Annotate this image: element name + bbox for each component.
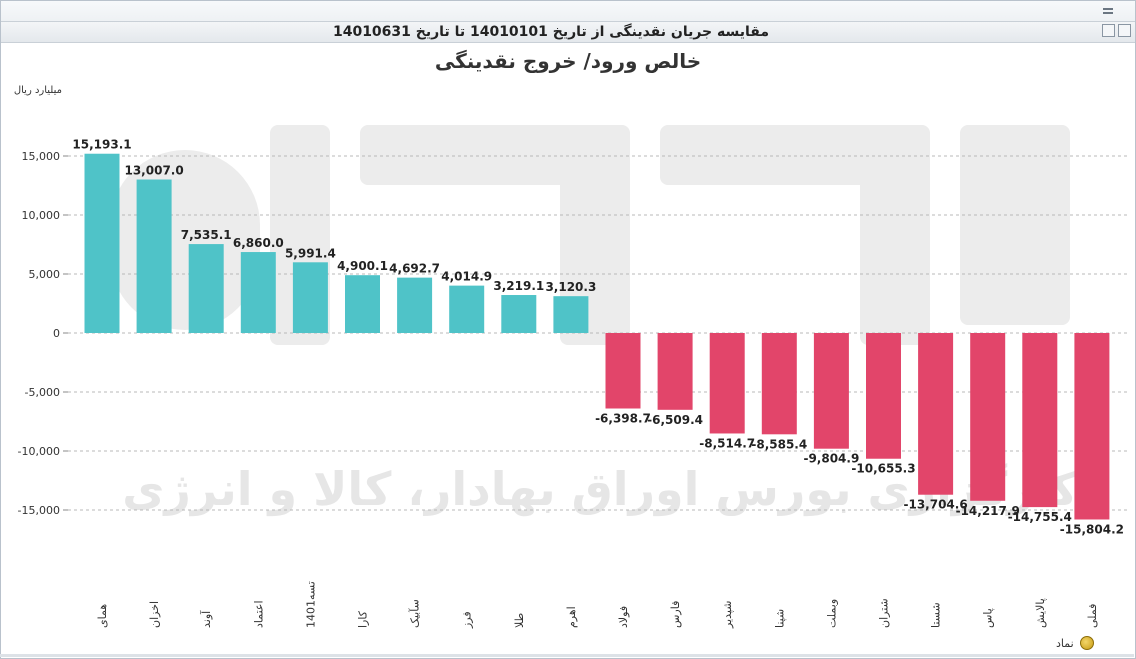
value-label: -9,804.9 [803, 452, 859, 466]
value-label: 15,193.1 [72, 138, 131, 152]
window-title: مقایسه جریان نقدینگی از تاریخ 14010101 ت… [332, 24, 770, 40]
watermark-shape-5 [860, 125, 930, 345]
x-tick-label: آوند [199, 610, 213, 628]
bar-7[interactable] [397, 277, 433, 333]
value-label: 7,535.1 [181, 228, 232, 242]
chart-title: خالص ورود/ خروج نقدینگی [435, 49, 701, 73]
bar-19[interactable] [1022, 333, 1058, 508]
x-tick-label: کارا [357, 610, 370, 628]
y-axis-unit: میلیارد ریال [14, 85, 62, 96]
x-tick-label: پالایش [1034, 598, 1047, 628]
bar-5[interactable] [292, 262, 328, 333]
value-label: 4,014.9 [441, 270, 492, 284]
value-label: -10,655.3 [851, 462, 915, 476]
value-label: 13,007.0 [124, 164, 183, 178]
bars [84, 153, 1110, 520]
value-label: -14,755.4 [1008, 510, 1072, 524]
bar-8[interactable] [449, 285, 485, 333]
bar-6[interactable] [345, 275, 380, 333]
bar-3[interactable] [188, 244, 224, 333]
value-label: 4,692.7 [389, 262, 440, 276]
bar-15[interactable] [813, 333, 849, 449]
value-label: 5,991.4 [285, 246, 336, 260]
x-tick-label: شپدیر [721, 601, 734, 629]
value-label: -6,509.4 [647, 413, 703, 427]
bar-1[interactable] [84, 153, 120, 333]
value-label: 4,900.1 [337, 259, 388, 273]
value-label: -13,704.6 [903, 498, 967, 512]
x-tick-label: شستا [930, 602, 943, 628]
x-tick-label: اخزان [148, 601, 161, 628]
y-tick-label: 15,000 [22, 150, 61, 163]
y-tick-label: -10,000 [18, 445, 60, 458]
x-tick-label: فرز [461, 611, 474, 629]
minimize-icon[interactable] [1103, 7, 1113, 17]
watermark-shape-2 [360, 125, 620, 185]
value-label: -15,804.2 [1060, 522, 1124, 536]
bar-10[interactable] [553, 296, 589, 333]
x-tick-label: سآبیک [408, 599, 422, 628]
x-tick-label: طلا [513, 612, 526, 628]
x-tick-label: همای [96, 604, 109, 628]
bar-11[interactable] [605, 333, 641, 409]
x-tick-label: تسه1401 [304, 581, 317, 628]
value-label: -6,398.7 [595, 412, 651, 426]
refresh-icon[interactable] [1079, 636, 1094, 650]
value-label: -8,585.4 [751, 437, 807, 451]
x-tick-label: فولاد [617, 606, 630, 628]
bar-9[interactable] [501, 295, 537, 333]
footer: نماد [1056, 636, 1094, 650]
bar-16[interactable] [866, 333, 901, 459]
y-tick-label: 0 [53, 327, 60, 340]
bar-12[interactable] [657, 333, 693, 410]
x-tick-label: فملی [1086, 604, 1099, 628]
scroll-strip [0, 654, 1134, 657]
value-labels: 15,193.1 13,007.0 7,535.16,860.05,991.44,9… [72, 138, 1124, 537]
top-strip [1, 1, 1135, 21]
value-label: 3,219.1 [493, 279, 544, 293]
x-tick-label: وبملت [825, 599, 838, 628]
value-label: 6,860.0 [233, 236, 284, 250]
x-tick-label: اهرم [565, 606, 578, 628]
y-tick-label: 5,000 [29, 268, 61, 281]
x-tick-label: فارس [669, 601, 682, 628]
x-axis: همای اخزان آوند اعتماد تسه1401 کارا سآبیک فرز طل… [96, 581, 1099, 629]
y-tick-label: -15,000 [18, 504, 60, 517]
value-label: 3,120.3 [545, 280, 596, 294]
watermark-shape-4 [660, 125, 920, 185]
symbol-label: نماد [1056, 636, 1074, 650]
x-tick-label: پاس [982, 608, 995, 628]
watermark-shape-3 [560, 125, 630, 345]
bar-17[interactable] [918, 333, 954, 495]
bar-18[interactable] [970, 333, 1006, 501]
bar-20[interactable] [1074, 333, 1110, 520]
bar-4[interactable] [240, 252, 276, 333]
title-bar: مقایسه جریان نقدینگی از تاریخ 14010101 ت… [1, 21, 1135, 43]
bar-14[interactable] [761, 333, 797, 435]
export-excel-icon[interactable] [1118, 24, 1131, 37]
watermark-shape-6 [960, 125, 1070, 325]
y-tick-label: -5,000 [25, 386, 60, 399]
value-label: -8,514.7 [699, 436, 755, 450]
x-tick-label: شتران [878, 598, 891, 628]
y-axis: 15,000 10,000 5,000 0 -5,000 -10,000 -15,000 [18, 150, 68, 517]
value-label: -14,217.9 [956, 504, 1020, 518]
bar-13[interactable] [709, 333, 745, 434]
x-tick-label: شپنا [773, 609, 786, 628]
y-tick-label: 10,000 [22, 209, 61, 222]
x-tick-label: اعتماد [252, 600, 265, 628]
print-icon[interactable] [1102, 24, 1115, 37]
bar-2[interactable] [136, 179, 172, 333]
